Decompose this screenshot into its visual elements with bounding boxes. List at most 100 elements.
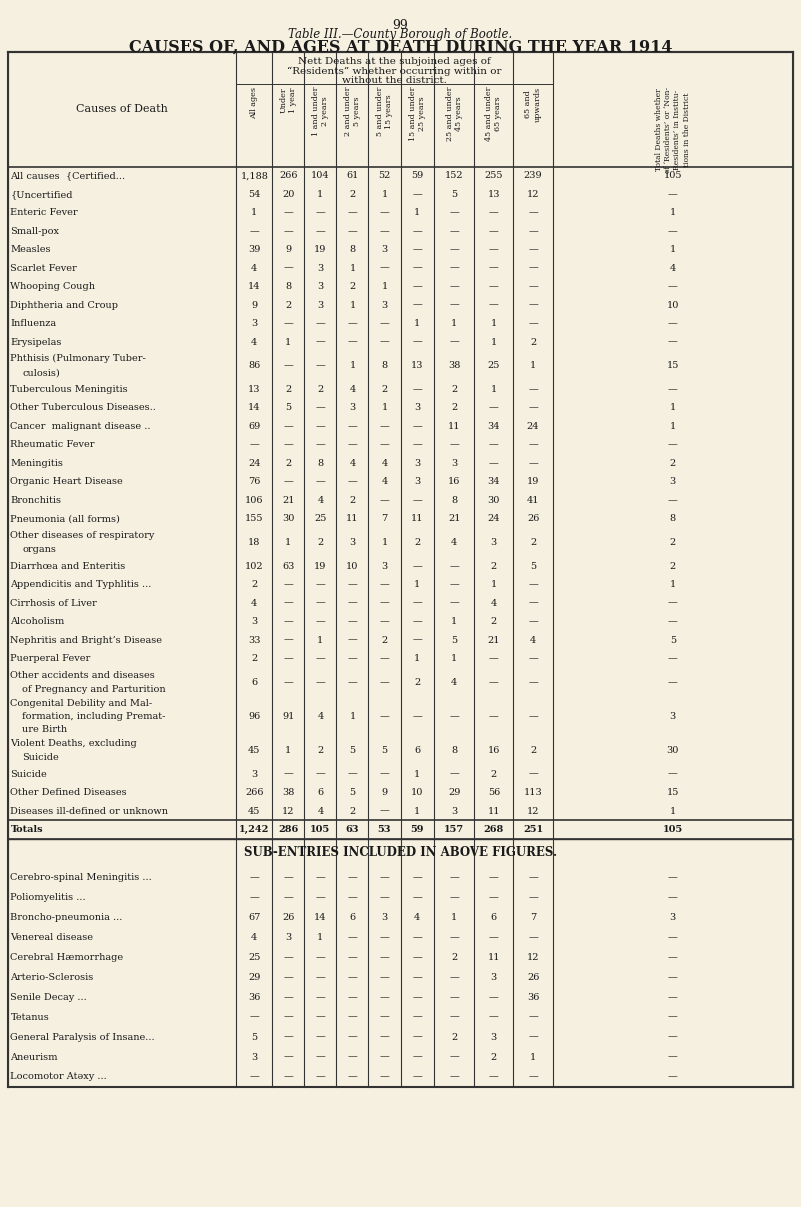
Text: —: — [249, 893, 260, 902]
Text: Influenza: Influenza [10, 319, 57, 328]
Text: —: — [284, 893, 293, 902]
Text: —: — [316, 617, 325, 626]
Text: —: — [668, 189, 678, 199]
Text: 8: 8 [349, 245, 356, 255]
Text: 39: 39 [248, 245, 260, 255]
Text: 1: 1 [414, 581, 421, 589]
Text: —: — [316, 893, 325, 902]
Text: 4: 4 [451, 678, 457, 687]
Text: 5: 5 [381, 746, 388, 756]
Text: —: — [528, 319, 538, 328]
Text: 14: 14 [314, 914, 327, 922]
Text: 52: 52 [378, 171, 391, 180]
Text: Scarlet Fever: Scarlet Fever [10, 263, 77, 273]
Text: 1: 1 [491, 581, 497, 589]
Text: Bronchitis: Bronchitis [10, 496, 62, 505]
Text: 2: 2 [317, 385, 324, 393]
Text: 2 and under
5 years: 2 and under 5 years [344, 87, 361, 136]
Text: —: — [316, 441, 325, 449]
Text: 3: 3 [252, 1053, 257, 1061]
Text: 2: 2 [530, 538, 536, 547]
Text: General Paralysis of Insane...: General Paralysis of Insane... [10, 1033, 155, 1042]
Text: —: — [316, 403, 325, 413]
Text: Pneumonia (all forms): Pneumonia (all forms) [10, 514, 120, 524]
Text: —: — [348, 1073, 357, 1081]
Text: 36: 36 [248, 993, 260, 1002]
Text: 2: 2 [349, 806, 356, 816]
Text: —: — [348, 227, 357, 235]
Text: 1: 1 [414, 806, 421, 816]
Text: Diphtheria and Croup: Diphtheria and Croup [10, 301, 119, 310]
Text: —: — [284, 617, 293, 626]
Text: 3: 3 [414, 478, 421, 486]
Text: 3: 3 [252, 770, 257, 779]
Text: —: — [668, 973, 678, 981]
Text: 30: 30 [282, 514, 295, 524]
Text: 1: 1 [349, 712, 356, 721]
Text: 3: 3 [670, 478, 676, 486]
Text: —: — [249, 874, 260, 882]
Text: 2: 2 [252, 654, 257, 663]
Text: —: — [316, 770, 325, 779]
Text: 2: 2 [285, 459, 292, 468]
Text: 12: 12 [282, 806, 295, 816]
Text: —: — [449, 245, 459, 255]
Text: —: — [528, 933, 538, 941]
Text: Arterio-Sclerosis: Arterio-Sclerosis [10, 973, 94, 981]
Text: 266: 266 [279, 171, 298, 180]
Text: —: — [316, 993, 325, 1002]
Text: —: — [284, 874, 293, 882]
Text: 4: 4 [530, 636, 536, 645]
Text: —: — [284, 581, 293, 589]
Text: 106: 106 [245, 496, 264, 505]
Text: 8: 8 [451, 496, 457, 505]
Text: —: — [413, 973, 422, 981]
Text: Appendicitis and Typhlitis ...: Appendicitis and Typhlitis ... [10, 581, 151, 589]
Text: 26: 26 [527, 514, 539, 524]
Text: —: — [528, 385, 538, 393]
Text: 24: 24 [527, 422, 539, 431]
Text: All causes  {Certified...: All causes {Certified... [10, 171, 126, 180]
Text: —: — [489, 933, 499, 941]
Text: —: — [449, 227, 459, 235]
Text: organs: organs [22, 546, 56, 554]
Text: 3: 3 [451, 459, 457, 468]
Text: —: — [413, 263, 422, 273]
Text: 63: 63 [346, 826, 359, 834]
Text: —: — [348, 1013, 357, 1021]
Text: 1,188: 1,188 [240, 171, 268, 180]
Text: 4: 4 [381, 478, 388, 486]
Text: 1: 1 [381, 189, 388, 199]
Text: —: — [449, 933, 459, 941]
Text: 4: 4 [451, 538, 457, 547]
Text: —: — [528, 1033, 538, 1042]
Text: 59: 59 [411, 826, 424, 834]
Text: Suicide: Suicide [10, 770, 47, 779]
Text: —: — [489, 227, 499, 235]
Text: 21: 21 [448, 514, 461, 524]
Text: 286: 286 [278, 826, 299, 834]
Text: Violent Deaths, excluding: Violent Deaths, excluding [10, 739, 137, 748]
Text: 3: 3 [670, 712, 676, 721]
Text: 3: 3 [491, 973, 497, 981]
Text: —: — [668, 893, 678, 902]
Text: Diarrhœa and Enteritis: Diarrhœa and Enteritis [10, 561, 126, 571]
Text: 3: 3 [451, 806, 457, 816]
Text: —: — [528, 403, 538, 413]
Text: 1: 1 [414, 770, 421, 779]
Text: Tetanus: Tetanus [10, 1013, 49, 1021]
Text: —: — [316, 209, 325, 217]
Text: —: — [284, 422, 293, 431]
Text: 2: 2 [530, 746, 536, 756]
Text: 3: 3 [381, 301, 388, 310]
Text: —: — [668, 1013, 678, 1021]
Text: —: — [413, 338, 422, 346]
Text: 3: 3 [349, 403, 356, 413]
Text: —: — [668, 1033, 678, 1042]
Text: —: — [348, 636, 357, 645]
Text: 2: 2 [451, 403, 457, 413]
Text: —: — [348, 599, 357, 607]
Text: 19: 19 [527, 478, 539, 486]
Text: —: — [449, 1053, 459, 1061]
Text: 102: 102 [245, 561, 264, 571]
